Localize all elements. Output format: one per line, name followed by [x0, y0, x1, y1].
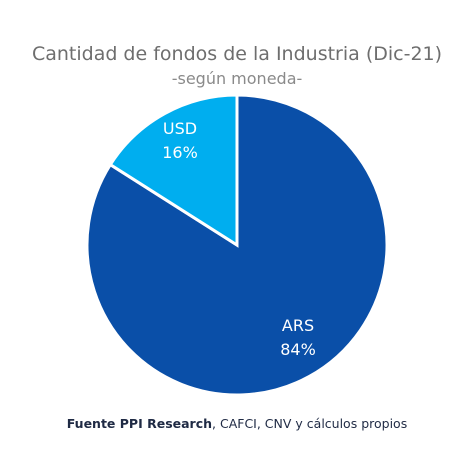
slice-label-ars: ARS	[282, 316, 314, 335]
source-rest: , CAFCI, CNV y cálculos propios	[212, 416, 408, 431]
source-bold: Fuente PPI Research	[66, 416, 213, 431]
slice-value-ars: 84%	[280, 340, 316, 359]
chart-source: Fuente PPI Research, CAFCI, CNV y cálcul…	[0, 416, 474, 431]
pie-slice-usd	[108, 93, 239, 248]
slice-value-usd: 16%	[162, 143, 198, 162]
chart-subtitle: -según moneda-	[171, 69, 303, 88]
slice-label-usd: USD	[163, 119, 197, 138]
chart-title: Cantidad de fondos de la Industria (Dic-…	[31, 43, 443, 65]
